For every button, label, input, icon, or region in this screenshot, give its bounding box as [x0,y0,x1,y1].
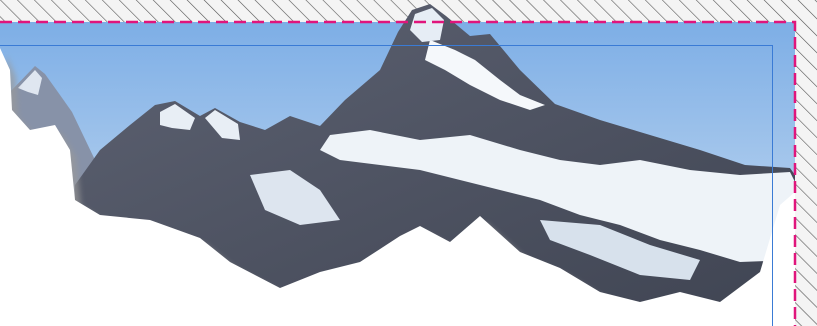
left-peak-snow [18,70,42,95]
bleed-right-lower [795,190,817,326]
snow-left-ridge-2 [205,110,240,140]
trim-guide [0,20,797,326]
margin-guide [0,45,773,326]
snow-slope [250,170,340,225]
snow-main [320,130,795,262]
snow-left-ridge [160,104,195,130]
snow-peak [425,40,545,110]
snow-top [410,8,444,42]
snow-glacier [540,220,700,280]
bleed-top [0,0,817,22]
torn-edge [0,48,795,326]
